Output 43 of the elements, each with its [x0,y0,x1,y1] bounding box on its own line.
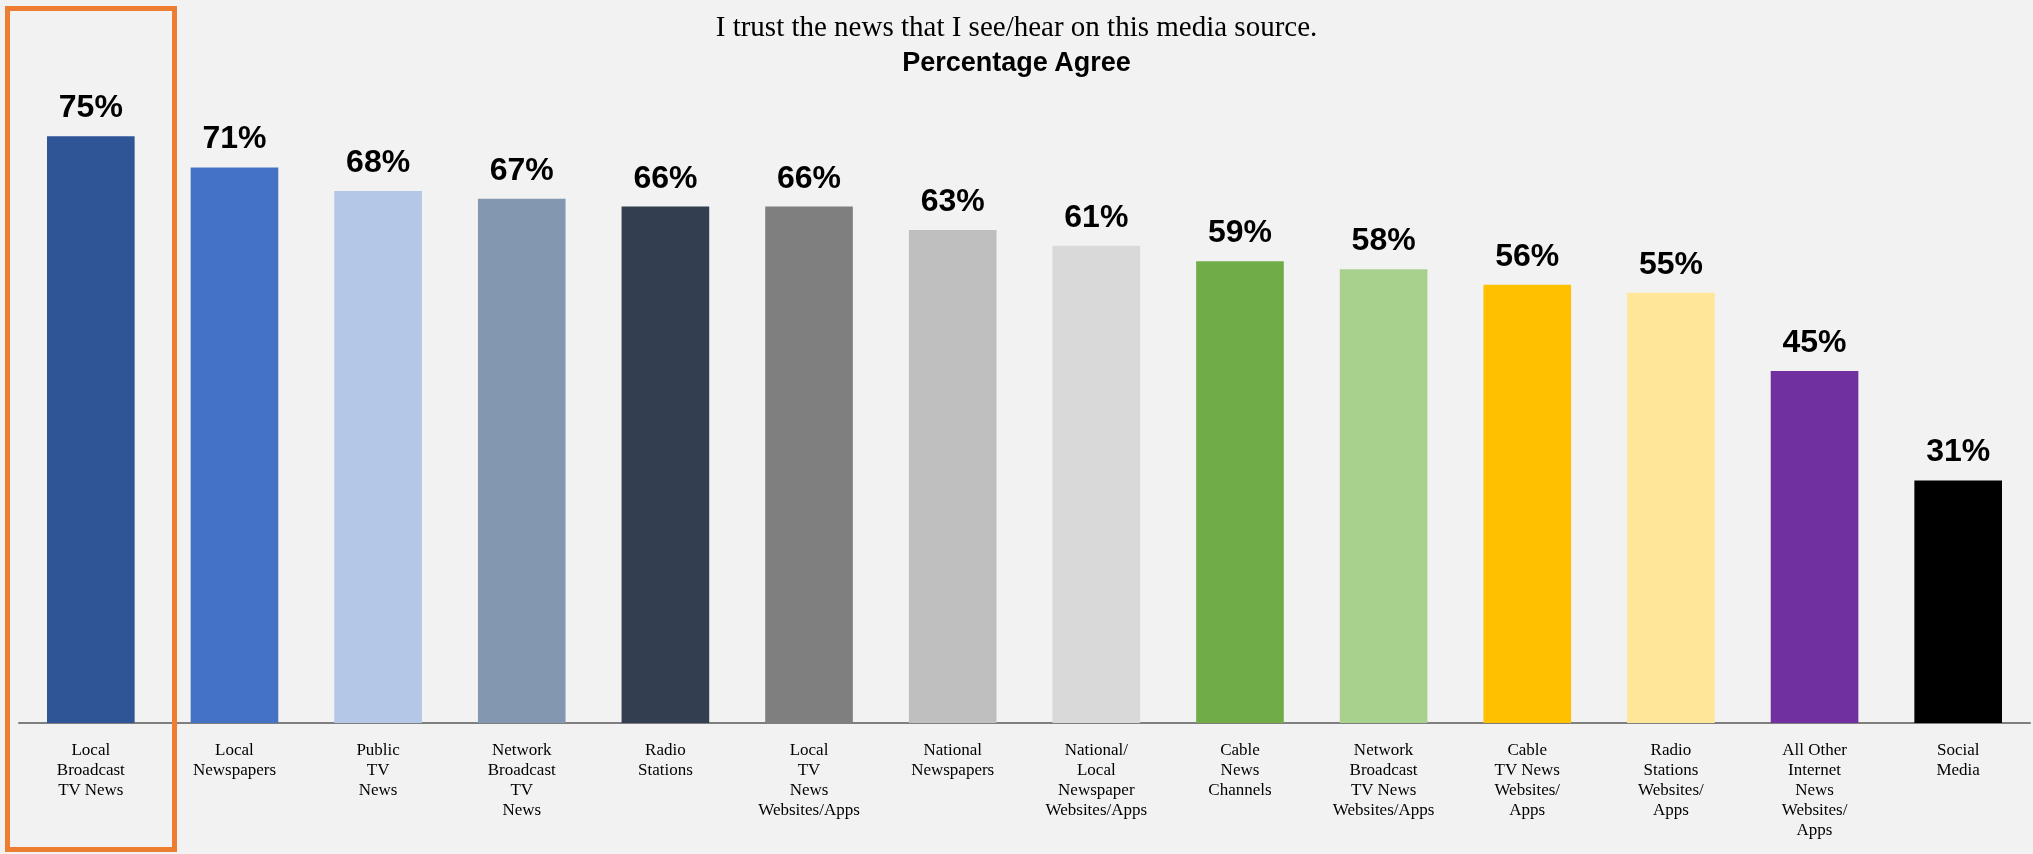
data-label: 31% [1926,432,1991,469]
data-label: 56% [1495,236,1560,273]
x-tick-label: National/ Local Newspaper Websites/Apps [1045,739,1148,819]
data-label: 58% [1351,221,1416,258]
data-label: 55% [1638,244,1703,281]
x-tick-label: Network Broadcast TV News [487,739,557,819]
x-tick-label: Local TV News Websites/Apps [758,739,860,819]
x-tick-label: Cable TV News Websites/ Apps [1494,739,1561,819]
bar [1627,292,1715,723]
bar [1339,269,1428,723]
bar [334,190,422,723]
x-tick-label: All Other Internet News Websites/ Apps [1781,739,1848,839]
x-tick-label: Local Broadcast TV News [56,739,126,799]
x-tick-label: Radio Stations [637,739,693,779]
x-tick-label: National Newspapers [911,739,995,779]
chart-subtitle: Percentage Agree [902,46,1131,77]
chart-title: I trust the news that I see/hear on this media source. [715,9,1318,42]
data-label: 75% [58,88,123,125]
data-label: 61% [1064,197,1129,234]
data-label: 67% [489,150,554,187]
data-label: 63% [920,182,985,219]
bar [1483,284,1572,723]
x-tick-label: Network Broadcast TV News Websites/Apps [1332,739,1435,819]
bar [908,230,997,723]
x-tick-label: Radio Stations Websites/ Apps [1638,739,1704,819]
data-label: 71% [202,119,267,156]
data-label: 59% [1207,213,1272,250]
bar [190,167,279,723]
bar [621,206,710,723]
data-label: 68% [346,142,411,179]
x-tick-label: Public TV News [356,739,401,799]
x-tick-label: Cable News Channels [1208,739,1272,799]
bar [1914,480,2002,723]
x-tick-label: Social Media [1936,739,1981,779]
x-tick-label: Local Newspapers [192,739,277,779]
bar [1770,370,1859,723]
bar [1052,245,1141,723]
data-label: 66% [633,158,698,195]
data-label: 66% [777,158,842,195]
data-label: 45% [1782,322,1847,359]
bar [477,198,566,723]
bar [47,136,135,723]
bar [1196,261,1284,723]
